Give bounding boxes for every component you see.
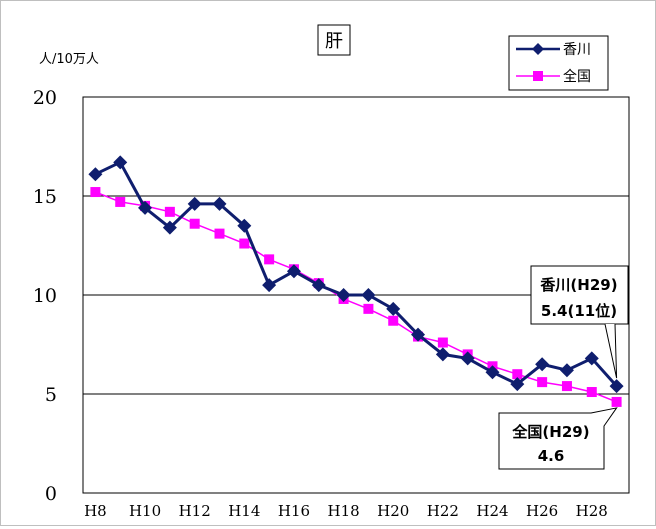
annotation-group: 香川(H29) 5.4(11位) 全国(H29) 4.6	[498, 265, 629, 470]
data-point-kagawa	[361, 288, 376, 302]
legend-box	[508, 35, 609, 91]
callout-box-zenkoku	[498, 412, 605, 470]
data-point-kagawa	[609, 379, 624, 394]
data-point-zenkoku	[512, 369, 523, 380]
data-point-zenkoku	[115, 196, 126, 207]
data-point-kagawa	[286, 264, 301, 279]
data-point-kagawa	[460, 351, 475, 366]
data-point-zenkoku	[611, 396, 622, 407]
legend-marker-kagawa	[532, 43, 544, 55]
data-point-kagawa	[435, 347, 450, 362]
data-point-kagawa	[311, 278, 326, 293]
data-point-zenkoku	[363, 303, 374, 314]
data-point-kagawa	[411, 327, 426, 342]
x-tick-label: H16	[278, 502, 310, 520]
data-point-zenkoku	[264, 254, 275, 265]
x-tick-label: H22	[427, 502, 459, 520]
data-point-kagawa	[162, 220, 177, 235]
data-point-zenkoku	[189, 218, 200, 229]
legend: 香川 全国	[508, 35, 609, 91]
y-tick-label: 20	[33, 87, 57, 109]
data-point-zenkoku	[214, 228, 225, 239]
chart-title-box	[317, 24, 351, 56]
data-point-zenkoku	[537, 377, 548, 388]
legend-label-zenkoku: 全国	[563, 68, 591, 85]
data-point-zenkoku	[90, 187, 101, 198]
chart-title: 肝	[325, 31, 343, 52]
series-group	[88, 155, 624, 407]
data-point-zenkoku	[437, 337, 448, 348]
data-point-kagawa	[262, 278, 277, 293]
y-tick-label: 5	[45, 384, 57, 406]
data-point-zenkoku	[561, 381, 572, 392]
data-point-kagawa	[212, 196, 227, 211]
data-point-kagawa	[386, 301, 401, 316]
x-tick-label: H14	[228, 502, 260, 520]
y-axis-unit-label: 人/10万人	[39, 52, 99, 67]
data-point-zenkoku	[239, 238, 250, 249]
legend-marker-zenkoku	[533, 71, 543, 81]
x-tick-label: H18	[328, 502, 360, 520]
x-tick-label: H26	[526, 502, 558, 520]
data-point-kagawa	[584, 351, 599, 366]
x-tick-label: H24	[476, 502, 508, 520]
x-axis-ticks: H8 H10 H12 H14 H16 H18 H20 H22 H24 H26 H28	[84, 502, 608, 520]
y-tick-label: 15	[33, 186, 57, 208]
data-point-zenkoku	[388, 315, 399, 326]
x-tick-label: H12	[179, 502, 211, 520]
legend-label-kagawa: 香川	[563, 42, 591, 58]
data-point-kagawa	[559, 363, 574, 378]
callout-line1-kagawa: 香川(H29)	[540, 276, 617, 294]
data-point-kagawa	[88, 167, 103, 182]
callout-line2-zenkoku: 4.6	[538, 447, 565, 465]
series-line-kagawa	[94, 160, 618, 388]
x-tick-label: H10	[129, 502, 161, 520]
data-point-kagawa	[113, 155, 128, 170]
callout-line1-zenkoku: 全国(H29)	[511, 423, 589, 441]
data-point-kagawa	[336, 288, 351, 302]
data-point-kagawa	[485, 365, 500, 380]
data-point-kagawa	[187, 196, 202, 211]
callout-line2-kagawa: 5.4(11位)	[541, 302, 617, 320]
data-point-kagawa	[237, 218, 252, 233]
callout-pointer-zenkoku	[590, 407, 618, 427]
y-tick-label: 10	[33, 285, 57, 307]
x-tick-label: H28	[576, 502, 608, 520]
data-point-zenkoku	[586, 387, 597, 398]
data-point-kagawa	[138, 200, 153, 215]
callout-pointer-kagawa	[604, 323, 618, 379]
y-axis-ticks: 0 5 10 15 20	[33, 87, 57, 505]
data-point-zenkoku	[164, 206, 175, 217]
callout-box-kagawa	[530, 265, 629, 325]
data-point-kagawa	[510, 377, 525, 392]
data-point-kagawa	[535, 357, 550, 372]
x-tick-label: H20	[377, 502, 409, 520]
x-tick-label: H8	[84, 502, 107, 520]
y-tick-label: 0	[45, 483, 57, 505]
